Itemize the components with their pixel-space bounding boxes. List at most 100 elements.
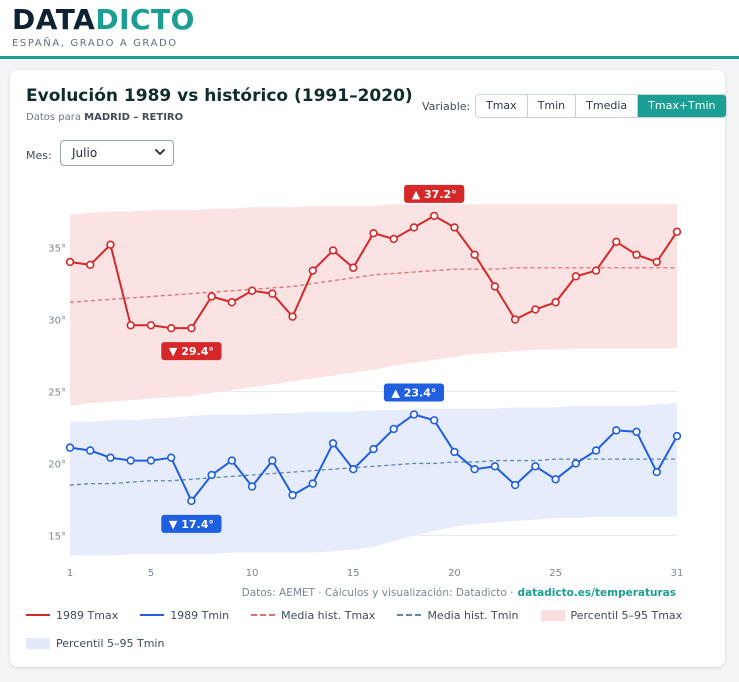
y-tick-label: 35° — [48, 244, 66, 255]
point-1989-tmin — [510, 480, 520, 490]
y-axis-ticks: 15° 20° 25° 30° 35° — [48, 244, 66, 543]
point-1989-tmin — [207, 470, 216, 480]
station-name: MADRID – RETIRO — [84, 112, 184, 123]
variable-label: Variable: — [422, 100, 471, 113]
month-select-value: Julio — [72, 146, 98, 160]
point-1989-tmin — [166, 453, 176, 462]
point-1989-tmax — [288, 312, 297, 321]
x-tick-label: 15 — [347, 568, 360, 579]
legend-swatch — [251, 609, 276, 621]
point-1989-tmax — [247, 286, 257, 295]
chart-legend: 1989 Tmax 1989 Tmin Media hist. Tmax Media … — [26, 606, 716, 652]
point-1989-tmin — [328, 439, 338, 448]
line-media-hist-tmax — [69, 267, 677, 303]
point-1989-tmin — [652, 467, 661, 477]
legend-item[interactable]: Percentil 5–95 Tmin — [26, 634, 164, 652]
point-1989-tmin — [369, 444, 378, 454]
x-tick-label: 5 — [148, 568, 154, 579]
annotation-label: ▲ 23.4° — [383, 383, 445, 402]
band-percentil-5-95-tmax — [70, 204, 677, 406]
point-1989-tmin — [349, 465, 358, 474]
legend-item[interactable]: Percentil 5–95 Tmax — [540, 606, 682, 624]
band-percentil-5-95-tmin — [70, 403, 677, 556]
legend-label: Media hist. Tmin — [427, 608, 519, 622]
point-1989-tmax — [268, 289, 277, 298]
legend-item[interactable]: Media hist. Tmin — [397, 606, 519, 624]
point-1989-tmin — [430, 416, 439, 425]
logo-part-2: DICTO — [95, 3, 195, 36]
variable-option-tmin[interactable]: Tmin — [527, 95, 577, 117]
x-tick-label: 20 — [448, 568, 461, 579]
point-1989-tmin — [288, 490, 297, 500]
point-1989-tmin — [531, 462, 540, 471]
point-1989-tmin — [612, 426, 621, 435]
y-tick-label: 30° — [48, 316, 66, 327]
annotation-text: ▲ 37.2° — [412, 188, 457, 201]
legend-swatch — [26, 609, 50, 621]
point-1989-tmin — [490, 462, 500, 471]
legend-item[interactable]: Media hist. Tmax — [251, 606, 375, 624]
point-1989-tmax — [86, 260, 95, 270]
point-1989-tmin — [187, 496, 196, 506]
x-tick-label: 10 — [246, 568, 259, 579]
point-1989-tmax — [672, 227, 682, 236]
chart-markers — [65, 211, 682, 506]
point-1989-tmax — [470, 250, 479, 259]
y-tick-label: 20° — [48, 459, 66, 470]
point-1989-tmax — [207, 292, 216, 301]
legend-item[interactable]: 1989 Tmax — [26, 606, 118, 624]
variable-option-tmax[interactable]: Tmax — [476, 95, 528, 117]
legend-label: Percentil 5–95 Tmin — [56, 636, 165, 650]
point-1989-tmin — [409, 410, 419, 419]
month-select[interactable]: Julio — [60, 140, 174, 166]
point-1989-tmax — [126, 321, 135, 330]
annotation-box — [404, 184, 465, 203]
site-tagline: ESPAÑA, GRADO A GRADO — [12, 38, 178, 49]
point-1989-tmax — [551, 298, 560, 307]
variable-selector: Tmax Tmin Tmedia Tmax+Tmin — [475, 94, 727, 118]
point-1989-tmax — [571, 272, 581, 281]
point-1989-tmax — [146, 321, 156, 330]
site-header: DATADICTO ESPAÑA, GRADO A GRADO — [0, 0, 739, 59]
annotation-box — [161, 342, 222, 361]
annotation-text: ▼ 17.4° — [169, 518, 214, 531]
point-1989-tmin — [308, 479, 317, 488]
point-1989-tmax — [430, 211, 439, 221]
annotation-label: ▼ 17.4° — [161, 514, 222, 533]
chart-title: Evolución 1989 vs histórico (1991–2020) — [26, 86, 413, 106]
annotation-text: ▼ 29.4° — [169, 345, 214, 358]
point-1989-tmax — [369, 228, 378, 238]
legend-item[interactable]: 1989 Tmin — [140, 606, 229, 624]
point-1989-tmin — [632, 427, 641, 436]
point-1989-tmax — [450, 223, 459, 232]
point-1989-tmax — [227, 298, 237, 307]
variable-option-tmedia[interactable]: Tmedia — [576, 95, 639, 117]
point-1989-tmax — [166, 323, 176, 333]
x-tick-label: 25 — [549, 568, 562, 579]
point-1989-tmax — [490, 282, 500, 291]
point-1989-tmin — [227, 456, 237, 465]
point-1989-tmax — [308, 266, 317, 275]
chart-bands — [70, 204, 677, 556]
subtitle-prefix: Datos para — [26, 112, 81, 123]
site-logo[interactable]: DATADICTO — [12, 2, 195, 38]
point-1989-tmin — [551, 475, 560, 484]
legend-label: Media hist. Tmax — [281, 608, 376, 622]
variable-option-tmax-tmin[interactable]: Tmax+Tmin — [638, 95, 726, 117]
annotation-text: ▲ 23.4° — [391, 387, 436, 400]
point-1989-tmin — [571, 459, 581, 468]
point-1989-tmax — [106, 240, 115, 249]
credits-text: Datos: AEMET · Cálculos y visualización:… — [242, 587, 514, 599]
point-1989-tmax — [510, 315, 520, 324]
point-1989-tmax — [349, 263, 358, 272]
legend-swatch — [397, 609, 422, 621]
point-1989-tmax — [409, 223, 419, 232]
point-1989-tmax — [389, 234, 398, 244]
credits-link[interactable]: datadicto.es/temperaturas — [518, 587, 676, 599]
point-1989-tmin — [389, 424, 398, 434]
chart-credits: Datos: AEMET · Cálculos y visualización:… — [242, 587, 676, 599]
x-tick-label: 31 — [671, 568, 684, 579]
line-media-hist-tmin — [69, 458, 677, 486]
logo-part-1: DATA — [12, 3, 96, 36]
point-1989-tmax — [652, 257, 661, 267]
